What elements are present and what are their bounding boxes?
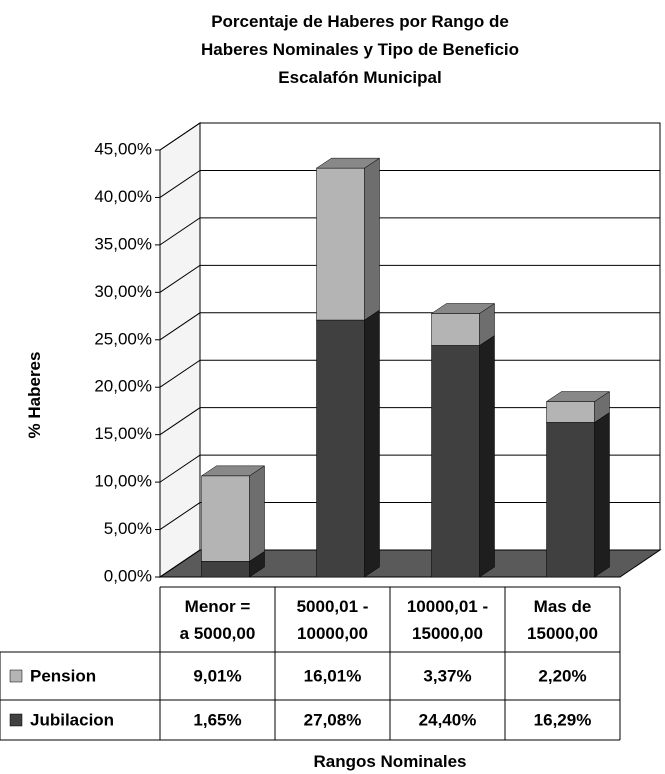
y-tick-label: 5,00% (104, 519, 152, 538)
bar (431, 313, 480, 346)
bar-side (364, 157, 380, 321)
y-tick-label: 40,00% (94, 187, 152, 206)
bar-top (545, 391, 611, 402)
y-tick-label: 20,00% (94, 377, 152, 396)
data-label: 1,65% (193, 710, 241, 729)
grid-line (159, 359, 660, 388)
bar (431, 345, 480, 578)
bar-top (430, 303, 496, 314)
x-tick-label: Menor = a 5000,00 (179, 597, 256, 643)
y-tick-label: 10,00% (94, 472, 152, 491)
bar (316, 167, 365, 321)
y-tick-label: 30,00% (94, 282, 152, 301)
chart-title: Porcentaje de Haberes por Rango de Haber… (200, 12, 520, 87)
grid-line (159, 454, 660, 483)
bar-side (594, 411, 610, 578)
x-axis-title: Rangos Nominales (313, 752, 467, 771)
grid-line (159, 312, 660, 341)
data-label: 24,40% (419, 710, 477, 729)
bar-side (364, 309, 380, 578)
side-wall (159, 122, 201, 578)
legend-label: Pension (30, 666, 96, 685)
data-label: 16,29% (534, 710, 592, 729)
bar-side (249, 465, 265, 562)
grid-line (159, 217, 660, 246)
bar-top (200, 465, 266, 477)
data-label: 16,01% (304, 666, 362, 685)
grid-line (159, 502, 660, 530)
y-tick-label: 35,00% (94, 234, 152, 253)
data-label: 3,37% (423, 666, 471, 685)
y-tick-label: 0,00% (104, 566, 152, 585)
legend-key (9, 669, 23, 683)
bar-top (315, 157, 381, 169)
y-axis-title: % Haberes (25, 351, 44, 439)
y-tick-label: 15,00% (94, 424, 152, 443)
bar (201, 475, 250, 562)
grid-line (159, 169, 660, 198)
bar (201, 561, 250, 578)
legend-label: Jubilacion (30, 710, 114, 729)
bar (316, 319, 365, 578)
y-tick-label: 25,00% (94, 329, 152, 348)
bar (546, 401, 595, 423)
data-label: 2,20% (538, 666, 586, 685)
grid-line (159, 264, 660, 293)
x-tick-label: 5000,01 - 10000,00 (296, 597, 369, 643)
bar (546, 422, 595, 578)
grid-line (159, 549, 660, 578)
legend-key (9, 713, 23, 727)
x-tick-label: Mas de 15000,00 (527, 597, 598, 643)
bar-side (479, 335, 495, 578)
grid-line (159, 122, 660, 151)
data-label: 9,01% (193, 666, 241, 685)
x-tick-label: 10000,01 - 15000,00 (406, 597, 489, 643)
y-tick-label: 45,00% (94, 139, 152, 158)
data-label: 27,08% (304, 710, 362, 729)
grid-line (159, 407, 660, 436)
